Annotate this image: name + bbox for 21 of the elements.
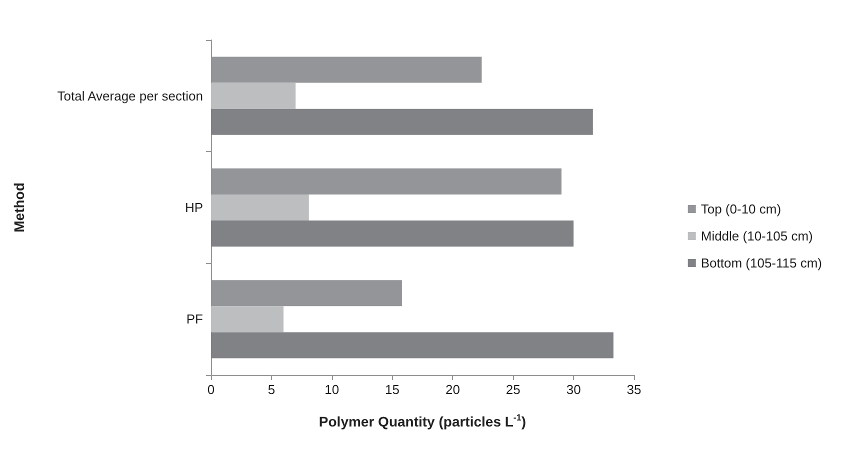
bar [211,82,296,109]
legend-label: Bottom (105-115 cm) [700,256,822,270]
bar [211,108,593,135]
bar [211,332,614,358]
y-tick-label: HP [184,200,203,215]
y-tick-label: PF [186,312,204,327]
bar [211,194,309,221]
x-tick-label: 10 [324,382,340,397]
x-tick-label: 30 [566,382,581,397]
x-tick-label: 20 [445,382,460,397]
bar [211,220,574,247]
x-tick-label: 15 [385,382,400,397]
y-tick-label: Total Average per section [57,88,203,104]
x-tick-label: 25 [506,382,520,397]
x-tick-label: 0 [207,382,215,397]
x-tick-label: 35 [626,382,642,397]
legend-label: Top (0-10 cm) [700,202,782,216]
bar [211,306,284,332]
x-tick-label: 5 [268,382,276,397]
y-axis-title: Method [11,182,27,232]
legend-label: Middle (10-105 cm) [700,228,813,244]
